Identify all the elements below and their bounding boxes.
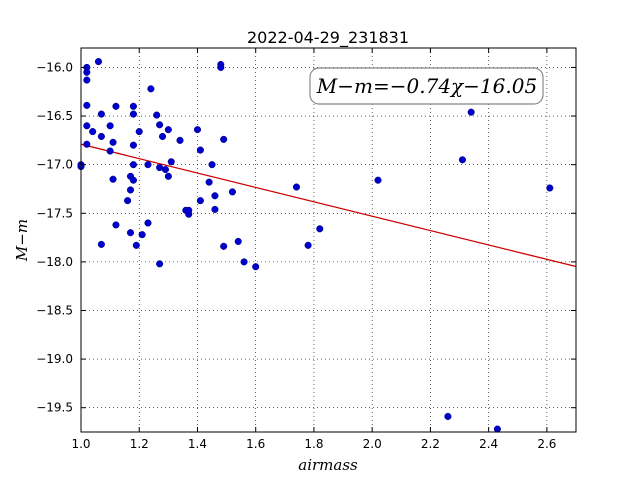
data-point xyxy=(129,102,137,110)
fit-line xyxy=(80,143,577,268)
data-point xyxy=(129,161,137,169)
data-point xyxy=(156,121,164,129)
data-point xyxy=(185,206,193,214)
data-point xyxy=(444,412,452,420)
data-point xyxy=(164,172,172,180)
data-point xyxy=(106,122,114,130)
plot-area xyxy=(81,48,576,432)
data-point xyxy=(83,76,91,84)
data-point xyxy=(458,156,466,164)
data-point xyxy=(167,158,175,166)
data-point xyxy=(208,161,216,169)
data-point xyxy=(94,58,103,66)
data-point xyxy=(153,111,161,119)
data-point xyxy=(205,178,213,186)
y-tick-label: −17.5 xyxy=(36,206,73,220)
data-point xyxy=(158,132,167,141)
data-point xyxy=(97,240,105,248)
data-point xyxy=(228,188,236,196)
y-tick-label: −18.0 xyxy=(36,255,73,269)
chart-title: 2022-04-29_231831 xyxy=(247,28,409,48)
data-point xyxy=(217,63,225,71)
data-point xyxy=(126,229,135,237)
x-tick-label: 2.6 xyxy=(537,437,556,451)
data-point xyxy=(83,101,91,109)
data-point xyxy=(129,141,137,149)
y-tick-label: −19.0 xyxy=(36,352,73,366)
equation-annotation: M−m=−0.74χ−16.05 xyxy=(309,67,544,105)
data-point xyxy=(211,205,219,213)
data-point xyxy=(126,186,135,194)
data-point xyxy=(156,260,164,268)
data-point xyxy=(89,128,97,136)
data-point xyxy=(196,197,204,205)
y-tick-label: −19.5 xyxy=(36,401,73,415)
data-point xyxy=(106,147,114,155)
data-point xyxy=(252,263,260,271)
data-point xyxy=(124,197,132,205)
x-tick-label: 1.4 xyxy=(188,437,207,451)
data-point xyxy=(220,135,228,143)
x-tick-label: 1.0 xyxy=(71,437,90,451)
data-point xyxy=(292,183,301,191)
equation-box xyxy=(309,67,544,105)
y-tick-label: −18.5 xyxy=(36,303,73,317)
x-tick-label: 1.2 xyxy=(130,437,149,451)
data-point xyxy=(211,192,219,200)
data-point xyxy=(193,126,202,134)
data-point xyxy=(138,231,146,239)
data-point xyxy=(467,108,475,116)
data-point xyxy=(176,136,184,144)
data-point xyxy=(304,241,312,249)
data-point xyxy=(132,241,140,249)
data-point xyxy=(147,85,155,93)
data-point xyxy=(196,146,204,154)
tick-marks xyxy=(80,48,576,432)
y-tick-label: −17.0 xyxy=(36,158,73,172)
data-point xyxy=(112,102,120,110)
data-point xyxy=(493,425,501,433)
data-point xyxy=(546,184,554,192)
plot-frame xyxy=(80,47,577,433)
y-axis-label: M−m xyxy=(13,219,31,262)
data-point xyxy=(109,175,117,183)
data-point xyxy=(161,165,169,174)
data-point xyxy=(220,242,228,250)
y-tick-labels: −16.0 −16.5 −17.0 −17.5 −18.0 −18.5 −19.0 −19.5 xyxy=(36,60,73,414)
data-point xyxy=(144,161,152,169)
data-point xyxy=(83,68,91,76)
x-tick-label: 2.4 xyxy=(479,437,498,451)
x-tick-label: 2.2 xyxy=(421,437,440,451)
equation-text: M−m=−0.74χ−16.05 xyxy=(316,74,537,98)
data-point xyxy=(135,128,143,136)
data-point xyxy=(83,122,91,130)
data-point xyxy=(144,219,152,227)
fit-line-group xyxy=(80,143,577,268)
data-point xyxy=(129,176,137,184)
data-points xyxy=(77,58,554,433)
data-point xyxy=(234,237,242,246)
y-tick-label: −16.5 xyxy=(36,109,73,123)
data-point xyxy=(164,126,172,134)
data-point xyxy=(83,140,91,148)
data-point xyxy=(316,225,324,233)
x-tick-label: 2.0 xyxy=(363,437,382,451)
data-point xyxy=(129,110,137,118)
data-point xyxy=(97,110,105,118)
data-point xyxy=(374,176,382,184)
x-tick-label: 1.6 xyxy=(246,437,265,451)
data-point xyxy=(109,138,117,146)
y-tick-label: −16.0 xyxy=(36,60,73,74)
x-axis-label: airmass xyxy=(298,456,358,474)
data-point xyxy=(112,221,120,229)
data-point xyxy=(240,258,248,266)
data-point xyxy=(97,132,105,141)
x-tick-labels: 1.0 1.2 1.4 1.6 1.8 2.0 2.2 2.4 2.6 xyxy=(71,437,556,451)
x-tick-label: 1.8 xyxy=(304,437,323,451)
